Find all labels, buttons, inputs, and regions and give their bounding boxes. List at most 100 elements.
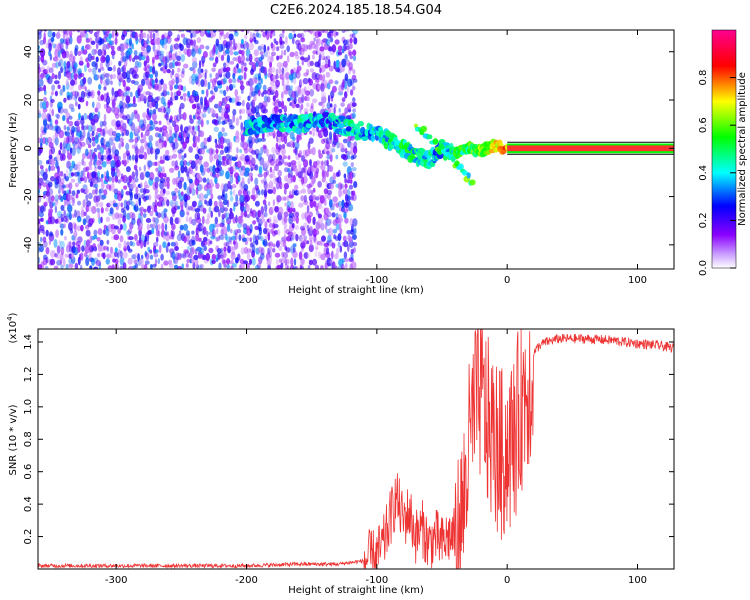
spectrogram-cell	[234, 42, 238, 50]
spectrogram-cell	[350, 195, 354, 201]
spectrogram-cell	[183, 153, 187, 159]
spectrogram-cell	[226, 54, 230, 64]
spectrogram-cell	[100, 125, 103, 130]
spectrogram-cell	[283, 161, 289, 166]
spectrogram-cell	[122, 152, 126, 162]
spectrogram-cell	[67, 135, 73, 143]
spectrogram-cell	[306, 183, 313, 189]
spectrogram-cell	[125, 191, 131, 196]
spectrogram-cell	[192, 67, 196, 75]
spectrogram-cell	[91, 136, 96, 142]
spectrogram-cell	[294, 141, 300, 150]
spectrogram-cell	[294, 184, 299, 191]
spectrogram-cell	[145, 91, 151, 96]
spectrogram-cell	[226, 158, 230, 166]
spectrogram-cell	[280, 131, 285, 138]
spectrogram-cell	[74, 120, 80, 127]
spectrogram-cell	[257, 209, 261, 218]
spectrogram-cell	[39, 146, 43, 154]
spectrogram-cell	[275, 258, 279, 266]
spectrogram-cell	[311, 146, 316, 156]
spectrogram-cell	[312, 187, 316, 193]
spectrogram-cell	[40, 217, 44, 222]
spectrogram-cell	[54, 74, 58, 80]
spectrogram-cell	[273, 100, 280, 109]
spectrogram-cell	[291, 222, 295, 229]
spectrogram-cell	[220, 247, 224, 256]
spectrogram-cell	[153, 253, 159, 258]
spectrogram-cell	[320, 82, 325, 92]
spectrogram-cell	[215, 56, 219, 64]
spectrogram-cell	[218, 100, 223, 107]
spectrogram-cell	[246, 190, 251, 196]
spectrogram-cell	[233, 229, 236, 238]
spectrogram-cell	[243, 71, 247, 80]
spectrogram-cell	[197, 134, 200, 143]
spectrogram-cell	[232, 38, 236, 47]
spectrogram-cell	[122, 262, 127, 269]
spectrogram-cell	[154, 217, 159, 225]
spectrogram-cell	[203, 167, 208, 172]
spectrogram-cell	[349, 55, 354, 60]
spectrogram-cell	[284, 182, 289, 190]
colorbar-gradient	[711, 29, 737, 269]
spectrogram-cell	[147, 229, 153, 235]
spectrogram-cell	[229, 195, 234, 202]
spectrogram-cell	[122, 71, 128, 80]
spectrogram-cell	[96, 207, 100, 213]
spectrogram-cell	[41, 111, 47, 121]
spectrogram-cell	[221, 160, 225, 166]
spectrogram-cell	[219, 254, 224, 259]
spectrogram-cell	[78, 60, 84, 66]
spectrogram-cell	[254, 200, 260, 207]
spectrogram-cell	[351, 32, 356, 39]
spectrogram-cell	[218, 234, 225, 240]
spectrogram-cell	[286, 55, 290, 63]
spectrogram-cell	[324, 155, 328, 160]
spectrogram-cell	[120, 90, 124, 97]
spectrogram-cell	[274, 90, 279, 99]
spectrogram-cell	[316, 160, 323, 168]
spectrogram-cell	[82, 218, 87, 226]
spectrogram-cell	[185, 263, 189, 268]
spectrogram-cell	[128, 138, 134, 143]
spectrogram-cell	[202, 113, 207, 118]
spectrogram-cell	[48, 181, 53, 188]
spectrogram-cell	[70, 72, 75, 80]
spectrogram-cell	[294, 55, 300, 60]
spectrogram-cell	[244, 155, 250, 162]
snr-frame	[37, 328, 675, 570]
spectrogram-cell	[198, 60, 202, 69]
spectrogram-cell	[191, 103, 197, 110]
spectrogram-cell	[131, 179, 136, 184]
spectrogram-cell	[166, 181, 170, 190]
spectrogram-cell	[191, 30, 197, 38]
spectrogram-cell	[233, 31, 239, 37]
spectrogram-cell	[138, 197, 142, 207]
spectrogram-cell	[194, 178, 200, 186]
spectrogram-cell	[318, 216, 324, 224]
spectrogram-cell	[97, 165, 103, 170]
spectrogram-cell	[243, 66, 248, 72]
spectrogram-cell	[257, 152, 262, 162]
spectrogram-cell	[80, 206, 85, 214]
spectrogram-cell	[348, 203, 354, 212]
spectrogram-cell	[145, 76, 150, 86]
spectrogram-cell	[164, 55, 170, 64]
spectrogram-cell	[117, 67, 121, 76]
spectrogram-cell	[278, 100, 282, 108]
spectrogram-cell	[73, 163, 79, 171]
spectrogram-cell	[195, 120, 199, 126]
spectrogram-cell	[174, 37, 180, 42]
spectrogram-cell	[123, 240, 127, 249]
spectrogram-cell	[101, 56, 107, 62]
spectrogram-cell	[333, 30, 337, 38]
spectrogram-cell	[81, 245, 85, 252]
spectrogram-cell	[194, 135, 198, 144]
spectrogram-cell	[133, 55, 139, 60]
spectrogram-cell	[325, 207, 330, 215]
spectrogram-cell	[208, 247, 214, 254]
spectrogram-cell	[141, 234, 146, 242]
spectrogram-cell	[109, 246, 114, 255]
spectrogram-cell	[147, 160, 153, 168]
